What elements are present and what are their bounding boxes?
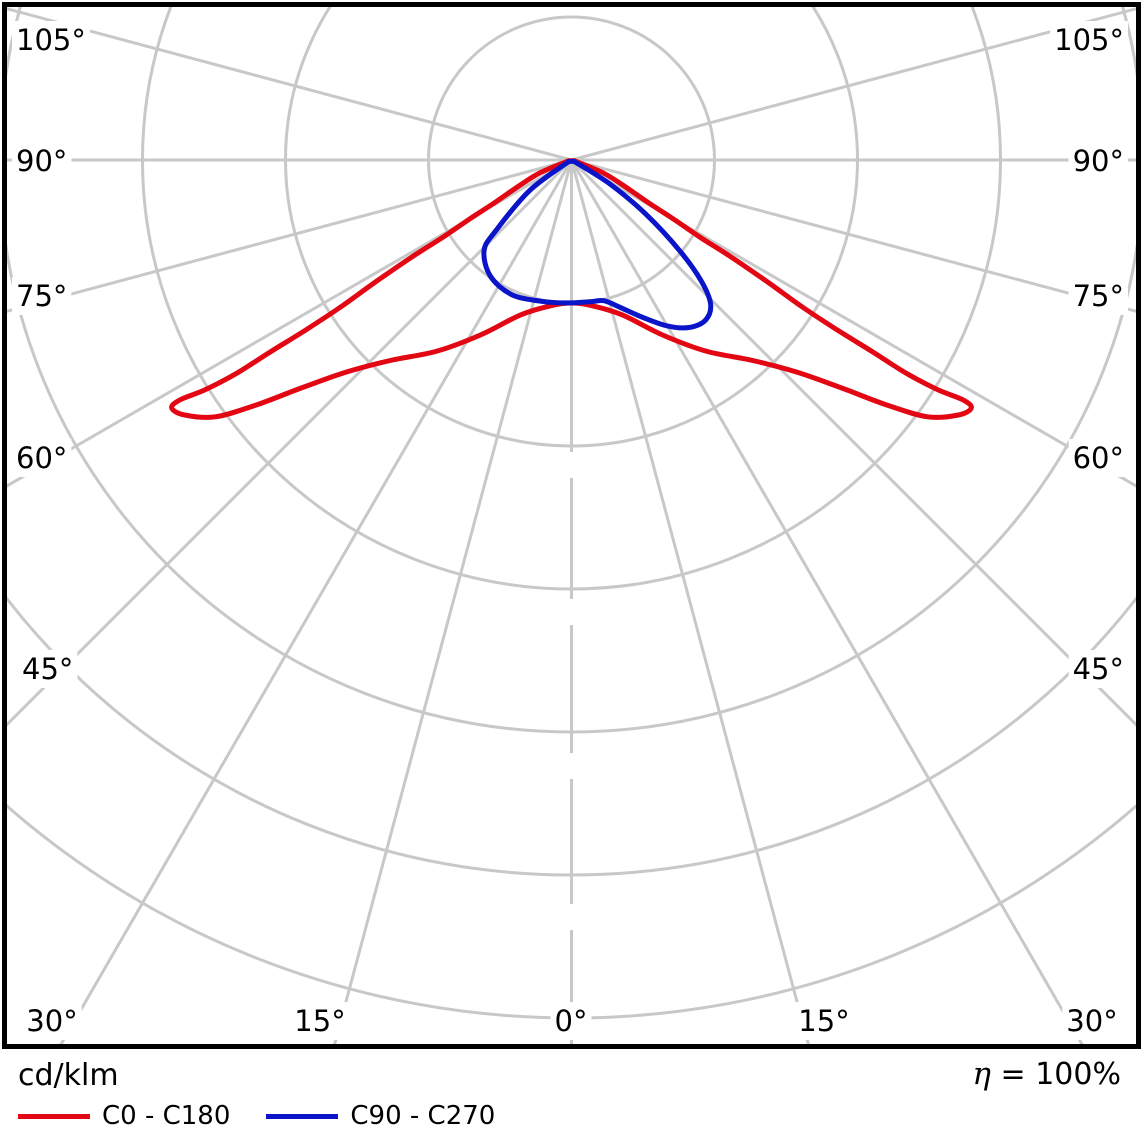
ring-value-box-3 bbox=[552, 753, 591, 779]
angle-label-45-left: 45° bbox=[22, 652, 73, 686]
units-label: cd/klm bbox=[18, 1058, 119, 1093]
angle-label-bg-75-left bbox=[12, 277, 72, 315]
grid-ray-l105 bbox=[7, 7, 572, 162]
grid-ray-r75 bbox=[571, 158, 1136, 313]
legend-label-c0: C0 - C180 bbox=[102, 1101, 231, 1131]
angle-label-15-right: 15° bbox=[798, 1004, 849, 1038]
angle-label-90-right: 90° bbox=[1073, 144, 1124, 178]
angle-label-75-left: 75° bbox=[16, 279, 67, 313]
legend-label-c90: C90 - C270 bbox=[350, 1101, 496, 1131]
grid-ray-r30 bbox=[570, 159, 1084, 1044]
legend-item-c90-c270: C90 - C270 bbox=[266, 1100, 495, 1132]
legend: C0 - C180 C90 - C270 bbox=[18, 1100, 495, 1132]
angle-label-bg-105-right bbox=[1050, 21, 1128, 59]
efficiency-label: η = 100% bbox=[972, 1056, 1121, 1092]
angle-label-75-right: 75° bbox=[1073, 279, 1124, 313]
angle-label-bg-105-left bbox=[12, 21, 90, 59]
efficiency-value: = 100% bbox=[1000, 1057, 1121, 1092]
angle-label-bg-60-left bbox=[12, 439, 72, 477]
angle-label-15-left: 15° bbox=[294, 1004, 345, 1038]
grid-ray-l15 bbox=[333, 159, 573, 1044]
grid-ray-r45 bbox=[570, 158, 1136, 727]
grid-ray-l30 bbox=[59, 159, 573, 1044]
angle-label-0: 0° bbox=[555, 1004, 588, 1038]
grid-ray-r60 bbox=[570, 158, 1136, 488]
angle-label-bg-60-right bbox=[1068, 439, 1128, 477]
angle-labels: 105° 90° 75° 60° 45° 30° 15° 0° 15° 30° 45° 60° 75° 9… bbox=[12, 21, 1128, 1040]
angle-label-105-left: 105° bbox=[16, 23, 86, 57]
ring-value-box-1 bbox=[552, 452, 591, 478]
angle-label-bg-75-right bbox=[1068, 277, 1128, 315]
angle-label-bg-45-left bbox=[18, 650, 78, 688]
angle-label-105-right: 105° bbox=[1054, 23, 1124, 57]
angle-label-bg-90-right bbox=[1068, 142, 1128, 180]
angle-label-bg-30-left bbox=[22, 1002, 82, 1040]
grid-ray-r105 bbox=[571, 7, 1136, 162]
legend-item-c0-c180: C0 - C180 bbox=[18, 1100, 230, 1132]
angle-label-bg-45-right bbox=[1068, 650, 1128, 688]
angle-label-bg-30-right bbox=[1062, 1002, 1122, 1040]
plot-border bbox=[2, 2, 1141, 1049]
angle-label-30-right: 30° bbox=[1066, 1004, 1117, 1038]
angle-label-90-left: 90° bbox=[16, 144, 67, 178]
angle-label-60-right: 60° bbox=[1073, 441, 1124, 475]
angle-label-60-left: 60° bbox=[16, 441, 67, 475]
angle-label-45-right: 45° bbox=[1073, 652, 1124, 686]
grid-ray-l60 bbox=[7, 158, 573, 488]
eta-symbol: η bbox=[972, 1056, 991, 1092]
grid-ray-l75 bbox=[7, 158, 572, 313]
angle-label-bg-15-left bbox=[290, 1002, 350, 1040]
ring-value-box-2 bbox=[552, 599, 591, 625]
angle-label-30-left: 30° bbox=[26, 1004, 77, 1038]
angle-label-bg-15-right bbox=[794, 1002, 854, 1040]
ring-value-box-4 bbox=[552, 904, 591, 930]
curve-c90-c270 bbox=[481, 158, 714, 331]
intensity-curves bbox=[169, 158, 974, 420]
grid-ray-l45 bbox=[7, 158, 573, 727]
ring-value-boxes bbox=[552, 452, 591, 930]
legend-line-c0-icon bbox=[18, 1113, 90, 1119]
angle-label-bg-0 bbox=[550, 1002, 592, 1040]
angle-label-bg-90-left bbox=[12, 142, 72, 180]
legend-line-c90-icon bbox=[266, 1113, 339, 1119]
